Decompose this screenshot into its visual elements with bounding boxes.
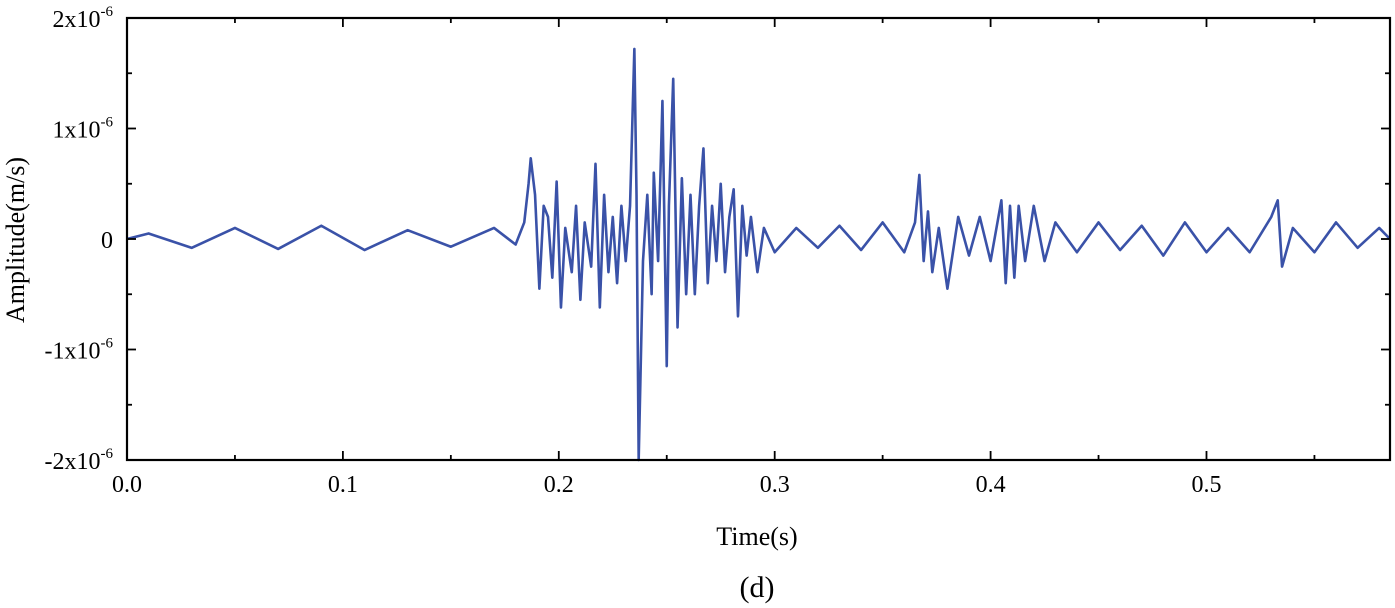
- labels: Time(s) Amplitude(m/s) (d): [1, 157, 798, 604]
- x-axis-label: Time(s): [716, 522, 797, 551]
- plot-area: [126, 47, 1391, 462]
- y-tick-label: -2x10-6: [45, 446, 114, 475]
- series-line-0: [126, 47, 1391, 462]
- panel-label: (d): [740, 571, 775, 604]
- y-tick-label: 2x10-6: [53, 4, 114, 33]
- y-tick-label: -1x10-6: [45, 336, 114, 365]
- y-tick-label: 0: [101, 228, 113, 254]
- x-tick-label: 0.0: [112, 472, 142, 498]
- x-tick-label: 0.2: [544, 472, 574, 498]
- x-tick-label: 0.5: [1191, 472, 1221, 498]
- x-tick-label: 0.1: [328, 472, 358, 498]
- axes: 0.0 0.1 0.2 0.3 0.4 0.5 2x10-6 1x10-6 0 -1x10-6 -2…: [45, 4, 1392, 498]
- y-tick-label: 1x10-6: [53, 115, 114, 144]
- x-tick-label: 0.4: [976, 472, 1006, 498]
- y-axis-label: Amplitude(m/s): [1, 157, 30, 323]
- x-tick-label: 0.3: [760, 472, 790, 498]
- plot-frame: [125, 16, 1392, 462]
